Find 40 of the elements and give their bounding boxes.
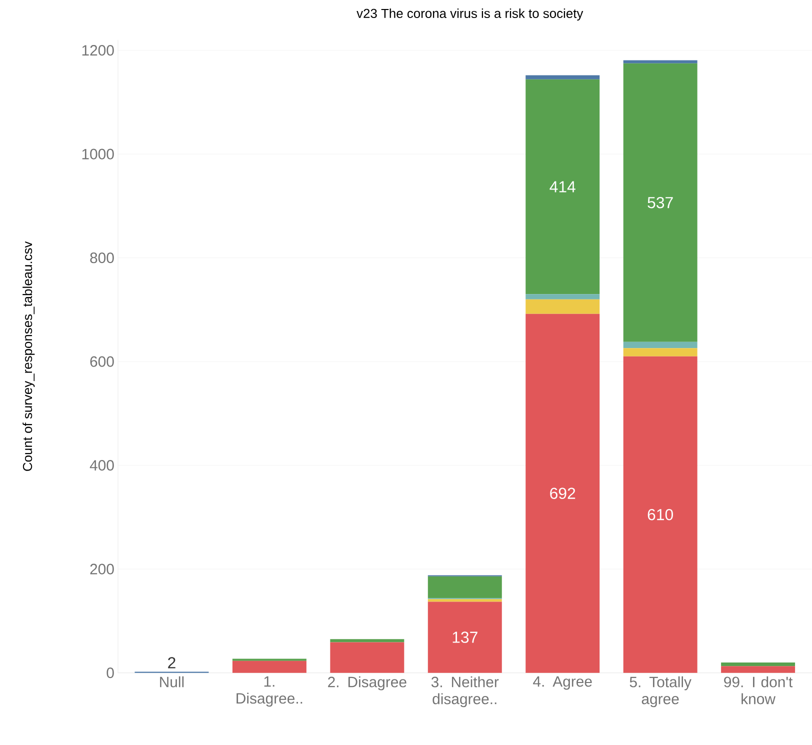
data-label: 692 <box>550 488 576 500</box>
bar <box>330 642 404 673</box>
bar <box>428 599 502 602</box>
bar <box>232 660 306 673</box>
bar <box>721 666 796 673</box>
y-tick-label: 600 <box>90 356 114 367</box>
x-tick-label: 5. Totally agree <box>630 676 692 708</box>
bar <box>428 576 502 598</box>
data-label: 2 <box>168 657 176 668</box>
x-tick-label: 1. Disagree.. <box>236 676 302 707</box>
y-axis-title: Count of survey_responses_tableau.csv <box>22 241 35 471</box>
data-label: 414 <box>550 181 576 192</box>
bar <box>526 299 600 314</box>
bar <box>526 75 600 80</box>
data-label: 610 <box>648 509 673 520</box>
bar <box>526 294 600 300</box>
x-tick-label: 99. I don't know <box>724 676 793 704</box>
bar <box>623 348 698 356</box>
x-tick-label: 2. Disagree <box>328 676 406 690</box>
bar <box>330 639 404 642</box>
chart-title: v23 The corona virus is a risk to society <box>356 8 584 21</box>
bar <box>623 356 698 673</box>
bar <box>526 314 600 673</box>
data-label: 537 <box>648 197 673 208</box>
bar <box>623 60 698 64</box>
y-tick-label: 0 <box>106 668 114 678</box>
bar <box>623 63 698 342</box>
y-tick-label: 800 <box>90 252 114 264</box>
bar <box>428 602 502 673</box>
x-tick-label: 3. Neither disagree.. <box>431 676 499 708</box>
y-tick-label: 1000 <box>82 148 114 160</box>
y-tick-label: 200 <box>90 564 114 574</box>
y-tick-label: 400 <box>90 460 114 471</box>
bar <box>623 342 698 348</box>
x-tick-label: 4. Agree <box>533 676 592 690</box>
bar <box>721 662 796 666</box>
y-tick-label: 1200 <box>82 45 114 56</box>
data-label: 137 <box>452 632 478 644</box>
bar <box>526 79 600 294</box>
x-tick-label: Null <box>160 676 184 688</box>
